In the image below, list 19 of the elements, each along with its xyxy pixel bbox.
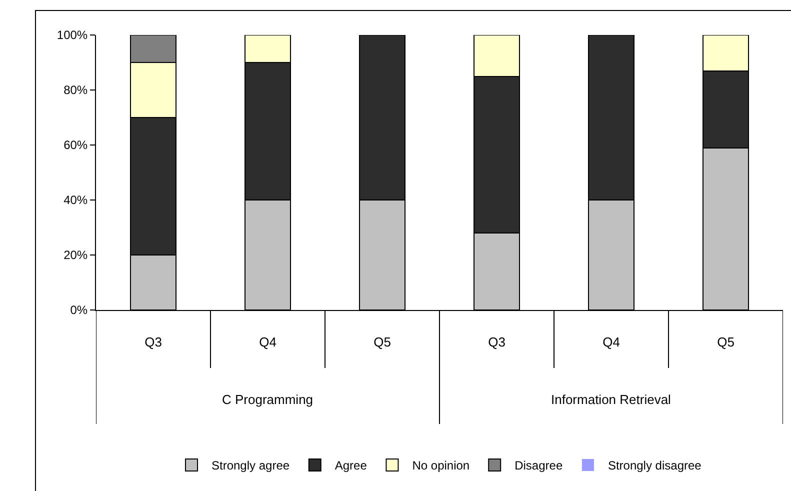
x-tick-label: Q4: [602, 334, 620, 350]
legend-label: Disagree: [514, 458, 563, 473]
legend-label: No opinion: [412, 458, 470, 473]
y-tick-label: 20%: [64, 248, 88, 262]
y-tick-label: 60%: [64, 138, 88, 152]
x-tick-label: Q5: [374, 334, 391, 350]
y-tick-label: 80%: [64, 83, 88, 98]
text: C Programming: [222, 392, 314, 407]
x-tick-label: Q4: [259, 334, 276, 350]
y-tick-label: 40%: [64, 193, 88, 208]
legend-label: Strongly disagree: [608, 458, 702, 473]
y-tick-label: 0%: [70, 303, 88, 318]
text: Information Retrieval: [551, 392, 672, 407]
legend-label: Agree: [334, 458, 368, 473]
x-tick-label: Q5: [717, 334, 734, 350]
x-tick-label: Q3: [144, 334, 162, 350]
y-tick-label: 100%: [56, 28, 88, 42]
legend-label: Strongly agree: [212, 458, 290, 473]
x-tick-label: Q3: [488, 334, 506, 350]
